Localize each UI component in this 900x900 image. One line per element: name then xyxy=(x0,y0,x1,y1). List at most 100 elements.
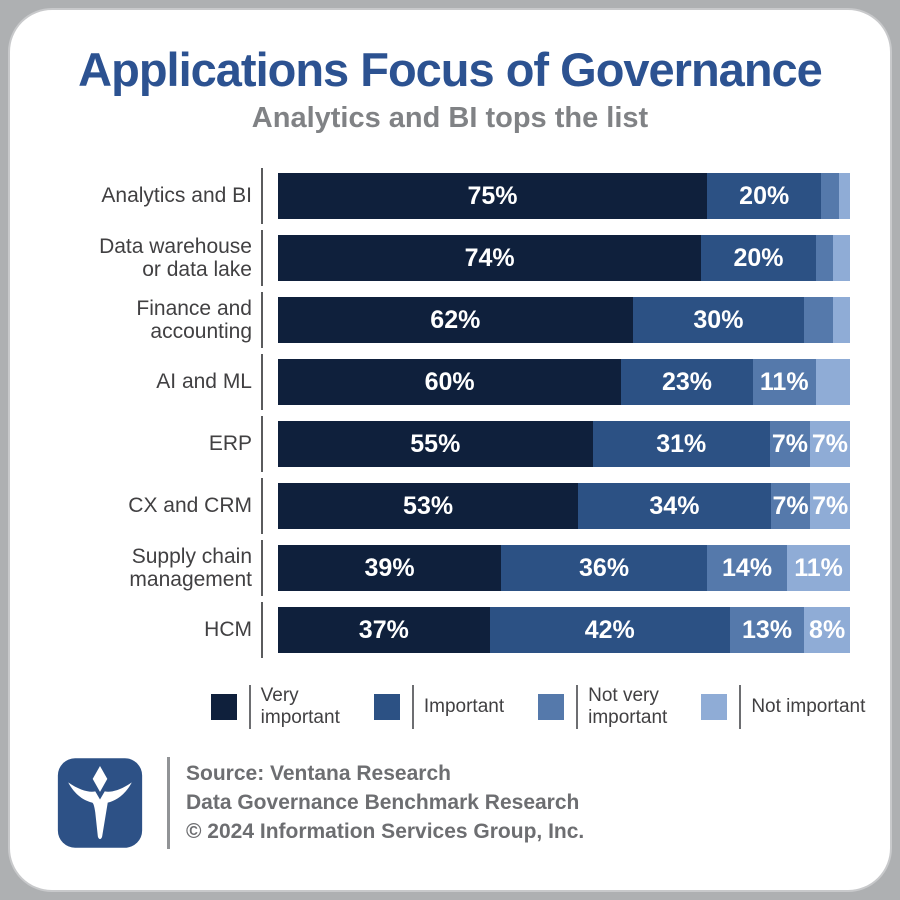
bar-segment xyxy=(815,235,833,282)
segment-value-label: 62% xyxy=(430,305,481,334)
stacked-bar: 74% 20% xyxy=(278,235,850,282)
chart-legend: Very important Important Not very important N… xyxy=(98,681,890,733)
chart-row: Analytics and BI 75% 20% xyxy=(10,168,890,225)
segment-value-label: 8% xyxy=(809,615,846,644)
segment-value-label: 39% xyxy=(364,553,415,582)
category-label: Analytics and BI xyxy=(101,184,252,208)
legend-swatch xyxy=(373,694,400,721)
chart-row: ERP 55% 31% 7% 7% xyxy=(10,416,890,473)
bar-segment xyxy=(815,359,850,406)
stacked-bar: 37% 42% 13% 8% xyxy=(278,607,850,654)
bar-segment: 34% xyxy=(578,483,771,530)
legend-divider xyxy=(576,685,579,730)
chart-row: Finance and accounting 62% 30% xyxy=(10,292,890,349)
bar-segment: 55% xyxy=(278,421,593,468)
segment-value-label: 7% xyxy=(811,429,849,458)
bar-segment: 30% xyxy=(632,297,805,344)
category-label: CX and CRM xyxy=(128,494,252,518)
category-label: ERP xyxy=(208,432,252,456)
footer-divider xyxy=(167,757,170,850)
bar-segment: 13% xyxy=(729,607,805,654)
bar-segment: 11% xyxy=(787,545,850,592)
axis-tick xyxy=(261,292,263,349)
chart-row: CX and CRM 53% 34% 7% 7% xyxy=(10,478,890,535)
category-label: Supply chain management xyxy=(129,544,252,592)
category-label: Data warehouse or data lake xyxy=(99,234,252,282)
category-label: AI and ML xyxy=(156,370,252,394)
axis-tick xyxy=(261,540,263,597)
bar-segment: 31% xyxy=(592,421,770,468)
chart-row: HCM 37% 42% 13% 8% xyxy=(10,602,890,659)
bar-segment: 36% xyxy=(501,545,707,592)
bar-segment xyxy=(804,297,833,344)
bar-segment: 20% xyxy=(707,173,822,220)
axis-tick xyxy=(261,230,263,287)
segment-value-label: 34% xyxy=(649,491,700,520)
segment-value-label: 53% xyxy=(403,491,454,520)
legend-divider xyxy=(739,685,742,730)
legend-label: Very important xyxy=(260,684,340,729)
legend-divider xyxy=(411,685,414,730)
footer-research-line: Data Governance Benchmark Research xyxy=(186,790,580,814)
bar-segment: 53% xyxy=(278,483,579,530)
category-label: HCM xyxy=(204,618,252,642)
legend-item: Very important xyxy=(210,684,340,730)
axis-tick xyxy=(261,354,263,411)
axis-tick xyxy=(261,478,263,535)
bar-segment: 39% xyxy=(278,545,502,592)
stacked-bar: 39% 36% 14% 11% xyxy=(278,545,850,592)
axis-tick xyxy=(261,168,263,225)
segment-value-label: 36% xyxy=(579,553,630,582)
footer-text-block: Source: Ventana Research Data Governance… xyxy=(186,757,584,849)
footer-source-line: Source: Ventana Research xyxy=(186,761,451,785)
legend-swatch xyxy=(538,694,565,721)
bar-segment: 74% xyxy=(278,235,702,282)
bar-segment: 37% xyxy=(278,607,490,654)
legend-item: Not important xyxy=(701,685,866,730)
bar-segment: 7% xyxy=(770,483,811,530)
segment-value-label: 7% xyxy=(771,429,808,458)
footer: Source: Ventana Research Data Governance… xyxy=(57,757,890,850)
segment-value-label: 75% xyxy=(467,181,518,210)
page-subtitle: Analytics and BI tops the list xyxy=(251,101,649,134)
bar-segment: 7% xyxy=(769,421,810,468)
bar-segment: 14% xyxy=(707,545,788,592)
bar-segment xyxy=(821,173,839,220)
stacked-bar: 62% 30% xyxy=(278,297,850,344)
bar-segment: 62% xyxy=(278,297,633,344)
axis-tick xyxy=(261,602,263,659)
segment-value-label: 37% xyxy=(358,615,409,644)
segment-value-label: 13% xyxy=(742,615,793,644)
bar-segment: 60% xyxy=(278,359,622,406)
ventana-research-logo xyxy=(57,758,143,848)
category-label: Finance and accounting xyxy=(136,296,252,344)
bar-segment: 8% xyxy=(804,607,850,654)
bar-segment: 11% xyxy=(752,359,816,406)
stacked-bar: 60% 23% 11% xyxy=(278,359,850,406)
axis-tick xyxy=(261,416,263,473)
chart-row: Data warehouse or data lake 74% 20% xyxy=(10,230,890,287)
segment-value-label: 74% xyxy=(464,243,515,272)
bar-segment xyxy=(832,297,850,344)
segment-value-label: 55% xyxy=(410,429,461,458)
segment-value-label: 7% xyxy=(812,491,849,520)
segment-value-label: 14% xyxy=(722,553,773,582)
segment-value-label: 20% xyxy=(733,243,784,272)
legend-label: Important xyxy=(423,695,505,717)
legend-divider xyxy=(248,685,251,730)
legend-label: Not important xyxy=(751,695,866,717)
legend-item: Important xyxy=(373,685,505,730)
bar-segment: 42% xyxy=(489,607,730,654)
legend-swatch xyxy=(210,694,237,721)
stacked-bar: 55% 31% 7% 7% xyxy=(278,421,850,468)
bar-segment: 23% xyxy=(621,359,753,406)
chart-row: Supply chain management 39% 36% 14% 11% xyxy=(10,540,890,597)
stacked-bar-chart: Analytics and BI 75% 20% Data warehouse or d… xyxy=(10,168,890,659)
bar-segment xyxy=(838,173,850,220)
legend-label: Not very important xyxy=(588,684,668,729)
page-title: Applications Focus of Governance xyxy=(78,43,823,96)
bar-segment: 75% xyxy=(278,173,707,220)
segment-value-label: 60% xyxy=(424,367,475,396)
segment-value-label: 20% xyxy=(739,181,790,210)
segment-value-label: 23% xyxy=(661,367,712,396)
